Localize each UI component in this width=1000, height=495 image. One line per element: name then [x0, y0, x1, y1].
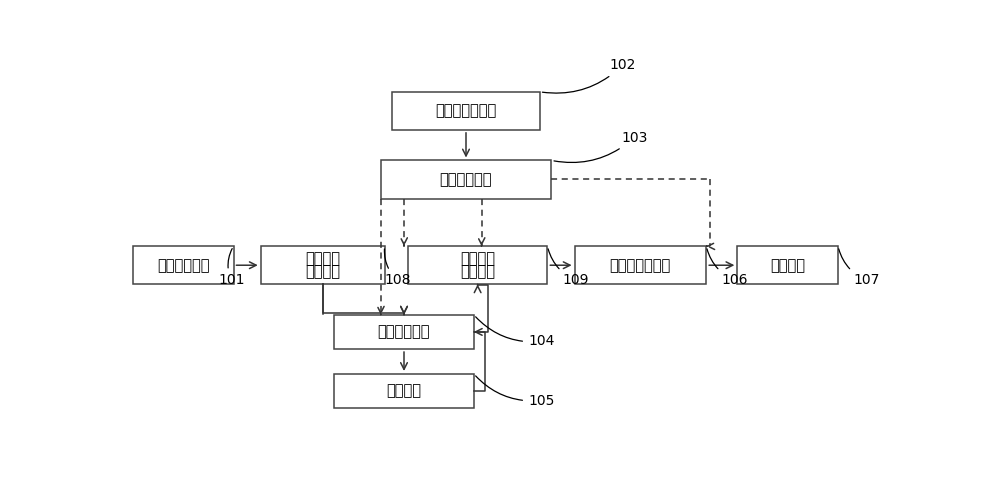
Text: 106: 106 [707, 249, 748, 288]
Text: 107: 107 [839, 249, 880, 288]
Text: 缓冲模块: 缓冲模块 [305, 264, 340, 279]
Bar [574, 246, 706, 284]
Text: 101: 101 [218, 248, 244, 288]
Text: 缓存接口模块: 缓存接口模块 [378, 324, 430, 340]
Text: 108: 108 [384, 249, 411, 288]
Bar [408, 246, 547, 284]
Bar [261, 246, 385, 284]
Bar [334, 374, 474, 408]
Bar [133, 246, 234, 284]
Bar [737, 246, 838, 284]
Bar [392, 92, 540, 130]
Text: 103: 103 [554, 131, 647, 162]
Text: 104: 104 [476, 317, 554, 348]
Bar [334, 315, 474, 349]
Text: 缓冲模块: 缓冲模块 [460, 264, 495, 279]
Text: 延时量输入模块: 延时量输入模块 [435, 103, 497, 118]
Bar [381, 160, 551, 198]
Text: 分数时延滤波器: 分数时延滤波器 [610, 258, 671, 273]
Text: 缓存模块: 缓存模块 [386, 384, 422, 398]
Text: 数据输入模块: 数据输入模块 [157, 258, 209, 273]
Text: 第二数据: 第二数据 [460, 251, 495, 266]
Text: 109: 109 [548, 249, 589, 288]
Text: 102: 102 [542, 58, 636, 93]
Text: 第一数据: 第一数据 [305, 251, 340, 266]
Text: 105: 105 [476, 376, 554, 407]
Text: 输出模块: 输出模块 [770, 258, 805, 273]
Text: 控制调度模块: 控制调度模块 [440, 172, 492, 187]
